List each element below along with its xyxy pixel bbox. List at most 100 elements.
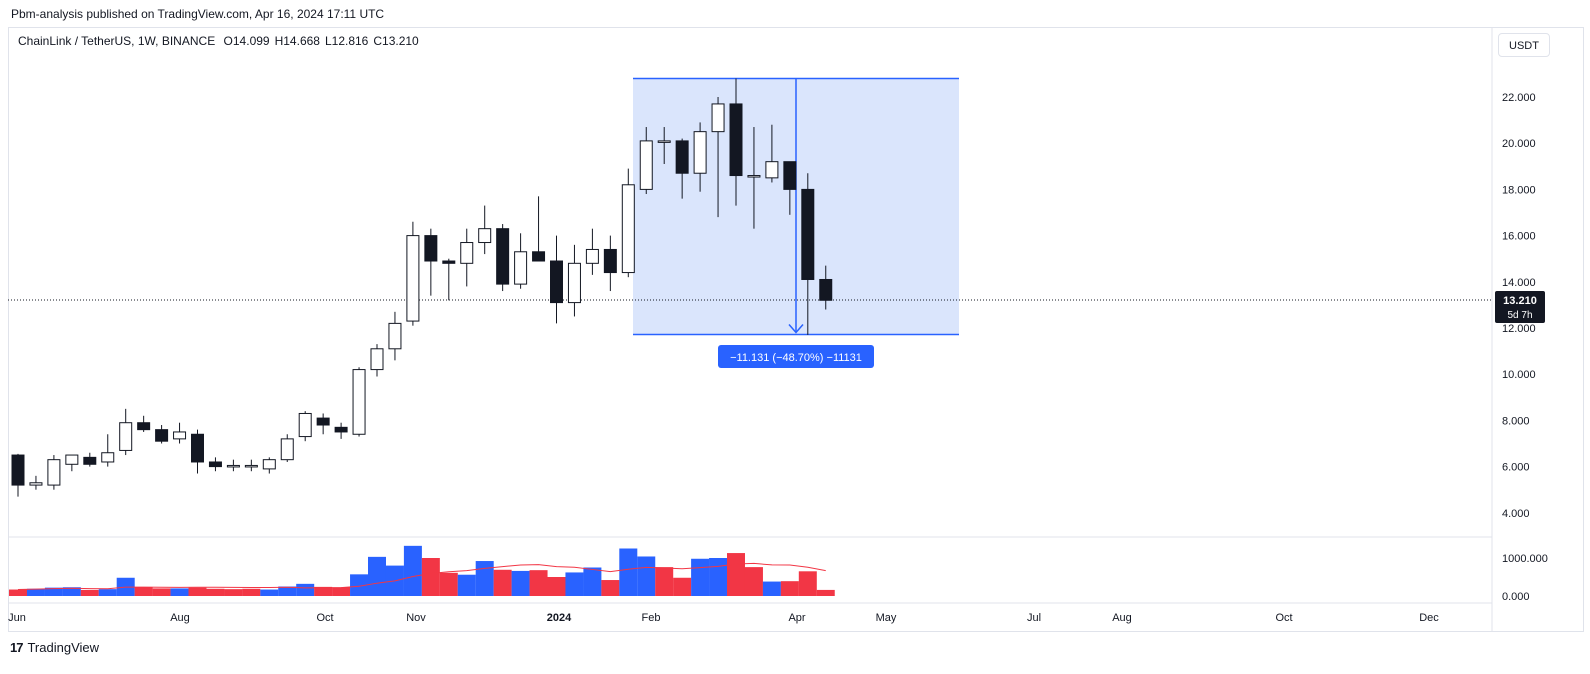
price-tick-label: 18.000 <box>1502 184 1536 196</box>
price-tick-label: 16.000 <box>1502 231 1536 243</box>
candle-body <box>388 322 402 350</box>
volume-bar <box>798 571 817 596</box>
time-tick-label: 2024 <box>547 612 572 624</box>
price-tick-label: 4.000 <box>1502 508 1530 520</box>
volume-bar <box>619 548 638 596</box>
price-tag-value: 13.210 <box>1503 295 1537 307</box>
volume-bar <box>98 589 117 596</box>
candle-body <box>442 260 456 264</box>
candle-body <box>298 412 312 438</box>
measure-tool[interactable]: −11.131 (−48.70%) −11131 <box>633 77 959 368</box>
candle-body <box>603 248 617 274</box>
candle-body <box>280 438 294 461</box>
volume-bar <box>547 577 566 596</box>
candle-body <box>208 461 222 468</box>
candle-body <box>47 459 61 486</box>
price-tick-label: 14.000 <box>1502 277 1536 289</box>
symbol-legend: ChainLink / TetherUS, 1W, BINANCE O14.09… <box>18 34 424 48</box>
volume-bar <box>529 570 548 596</box>
volume-bar <box>80 589 99 596</box>
ohlc-low: L12.816 <box>324 34 369 48</box>
candle-body <box>621 184 635 274</box>
volume-bar <box>296 583 315 596</box>
volume-tick-label: 1000.000 <box>1502 553 1548 565</box>
price-tick-label: 10.000 <box>1502 369 1536 381</box>
volume-bar <box>206 588 225 596</box>
ohlc-close: C13.210 <box>373 34 419 48</box>
time-tick-label: May <box>876 612 897 624</box>
volume-bar <box>762 581 781 596</box>
candle-body <box>729 103 743 177</box>
candle-body <box>585 248 599 264</box>
candle-body <box>675 140 689 174</box>
volume-bar <box>188 587 207 596</box>
time-axis[interactable]: Jun Aug Oct Nov 2024 Feb Apr May Jul Aug Oct Dec <box>8 612 1439 624</box>
measure-label: −11.131 (−48.70%) −11131 <box>730 352 862 364</box>
time-tick-label: Feb <box>642 612 661 624</box>
price-tag: 13.210 5d 7h <box>1495 291 1545 324</box>
time-tick-label: Oct <box>1275 612 1292 624</box>
candle-body <box>550 260 563 304</box>
tv-brand-text: TradingView <box>27 640 100 655</box>
volume-bar <box>403 545 422 596</box>
volume-tick-label: 0.000 <box>1502 591 1530 603</box>
candle-body <box>532 251 546 262</box>
volume-bar <box>565 572 584 596</box>
candle-body <box>101 452 115 463</box>
tradingview-logo[interactable]: 17 TradingView <box>10 640 99 655</box>
candle-body <box>460 242 474 264</box>
volume-bar <box>439 572 458 596</box>
candle-body <box>262 459 276 470</box>
candle-body <box>514 251 528 285</box>
candle-body <box>657 140 671 143</box>
symbol-name[interactable]: ChainLink / TetherUS, 1W, BINANCE <box>18 34 216 48</box>
candle-body <box>711 103 725 133</box>
volume-bar <box>816 589 835 596</box>
candle-body <box>83 456 97 465</box>
tv-logo-icon: 17 <box>10 640 24 655</box>
candle-body <box>747 175 761 178</box>
candle-body <box>370 348 384 371</box>
time-tick-label: Aug <box>1112 612 1132 624</box>
candle-body <box>693 131 707 174</box>
candle-body <box>226 464 240 468</box>
currency-button[interactable]: USDT <box>1498 33 1550 57</box>
volume-bar <box>457 574 476 596</box>
candle-body <box>639 140 653 190</box>
candle-body <box>191 433 204 463</box>
candle-body <box>783 161 797 190</box>
candle-body <box>316 417 330 426</box>
candle-body <box>819 278 833 301</box>
volume-bar <box>152 588 171 596</box>
price-axis[interactable]: 22.000 20.000 18.000 16.000 14.000 12.000 10.0… <box>1502 92 1548 603</box>
candle-body <box>29 482 43 486</box>
time-tick-label: Aug <box>170 612 190 624</box>
volume-bar <box>691 558 710 596</box>
candle-body <box>406 235 420 322</box>
candle-body <box>765 161 779 179</box>
price-tag-box <box>1495 291 1545 324</box>
volume-bar <box>44 587 63 596</box>
chart-panel <box>8 27 1584 632</box>
volume-bar <box>260 589 279 596</box>
price-tag-countdown: 5d 7h <box>1507 310 1532 321</box>
candle-body <box>11 454 25 486</box>
volume-bar <box>673 577 692 596</box>
volume-ma-line <box>17 562 826 591</box>
candle-body <box>119 422 133 451</box>
volume-bar <box>583 567 602 596</box>
time-tick-label: Jul <box>1027 612 1041 624</box>
time-tick-label: Nov <box>406 612 426 624</box>
ohlc-high: H14.668 <box>274 34 320 48</box>
candle-body <box>334 426 348 433</box>
candle-body <box>478 228 492 244</box>
volume-bar <box>421 558 440 596</box>
time-tick-label: Apr <box>788 612 805 624</box>
volume-bar <box>224 589 243 596</box>
volume-bar <box>511 570 530 596</box>
measure-arrow-head <box>788 323 804 334</box>
price-tick-label: 12.000 <box>1502 323 1536 335</box>
ohlc-open: O14.099 <box>223 34 270 48</box>
candle-body <box>173 431 187 440</box>
